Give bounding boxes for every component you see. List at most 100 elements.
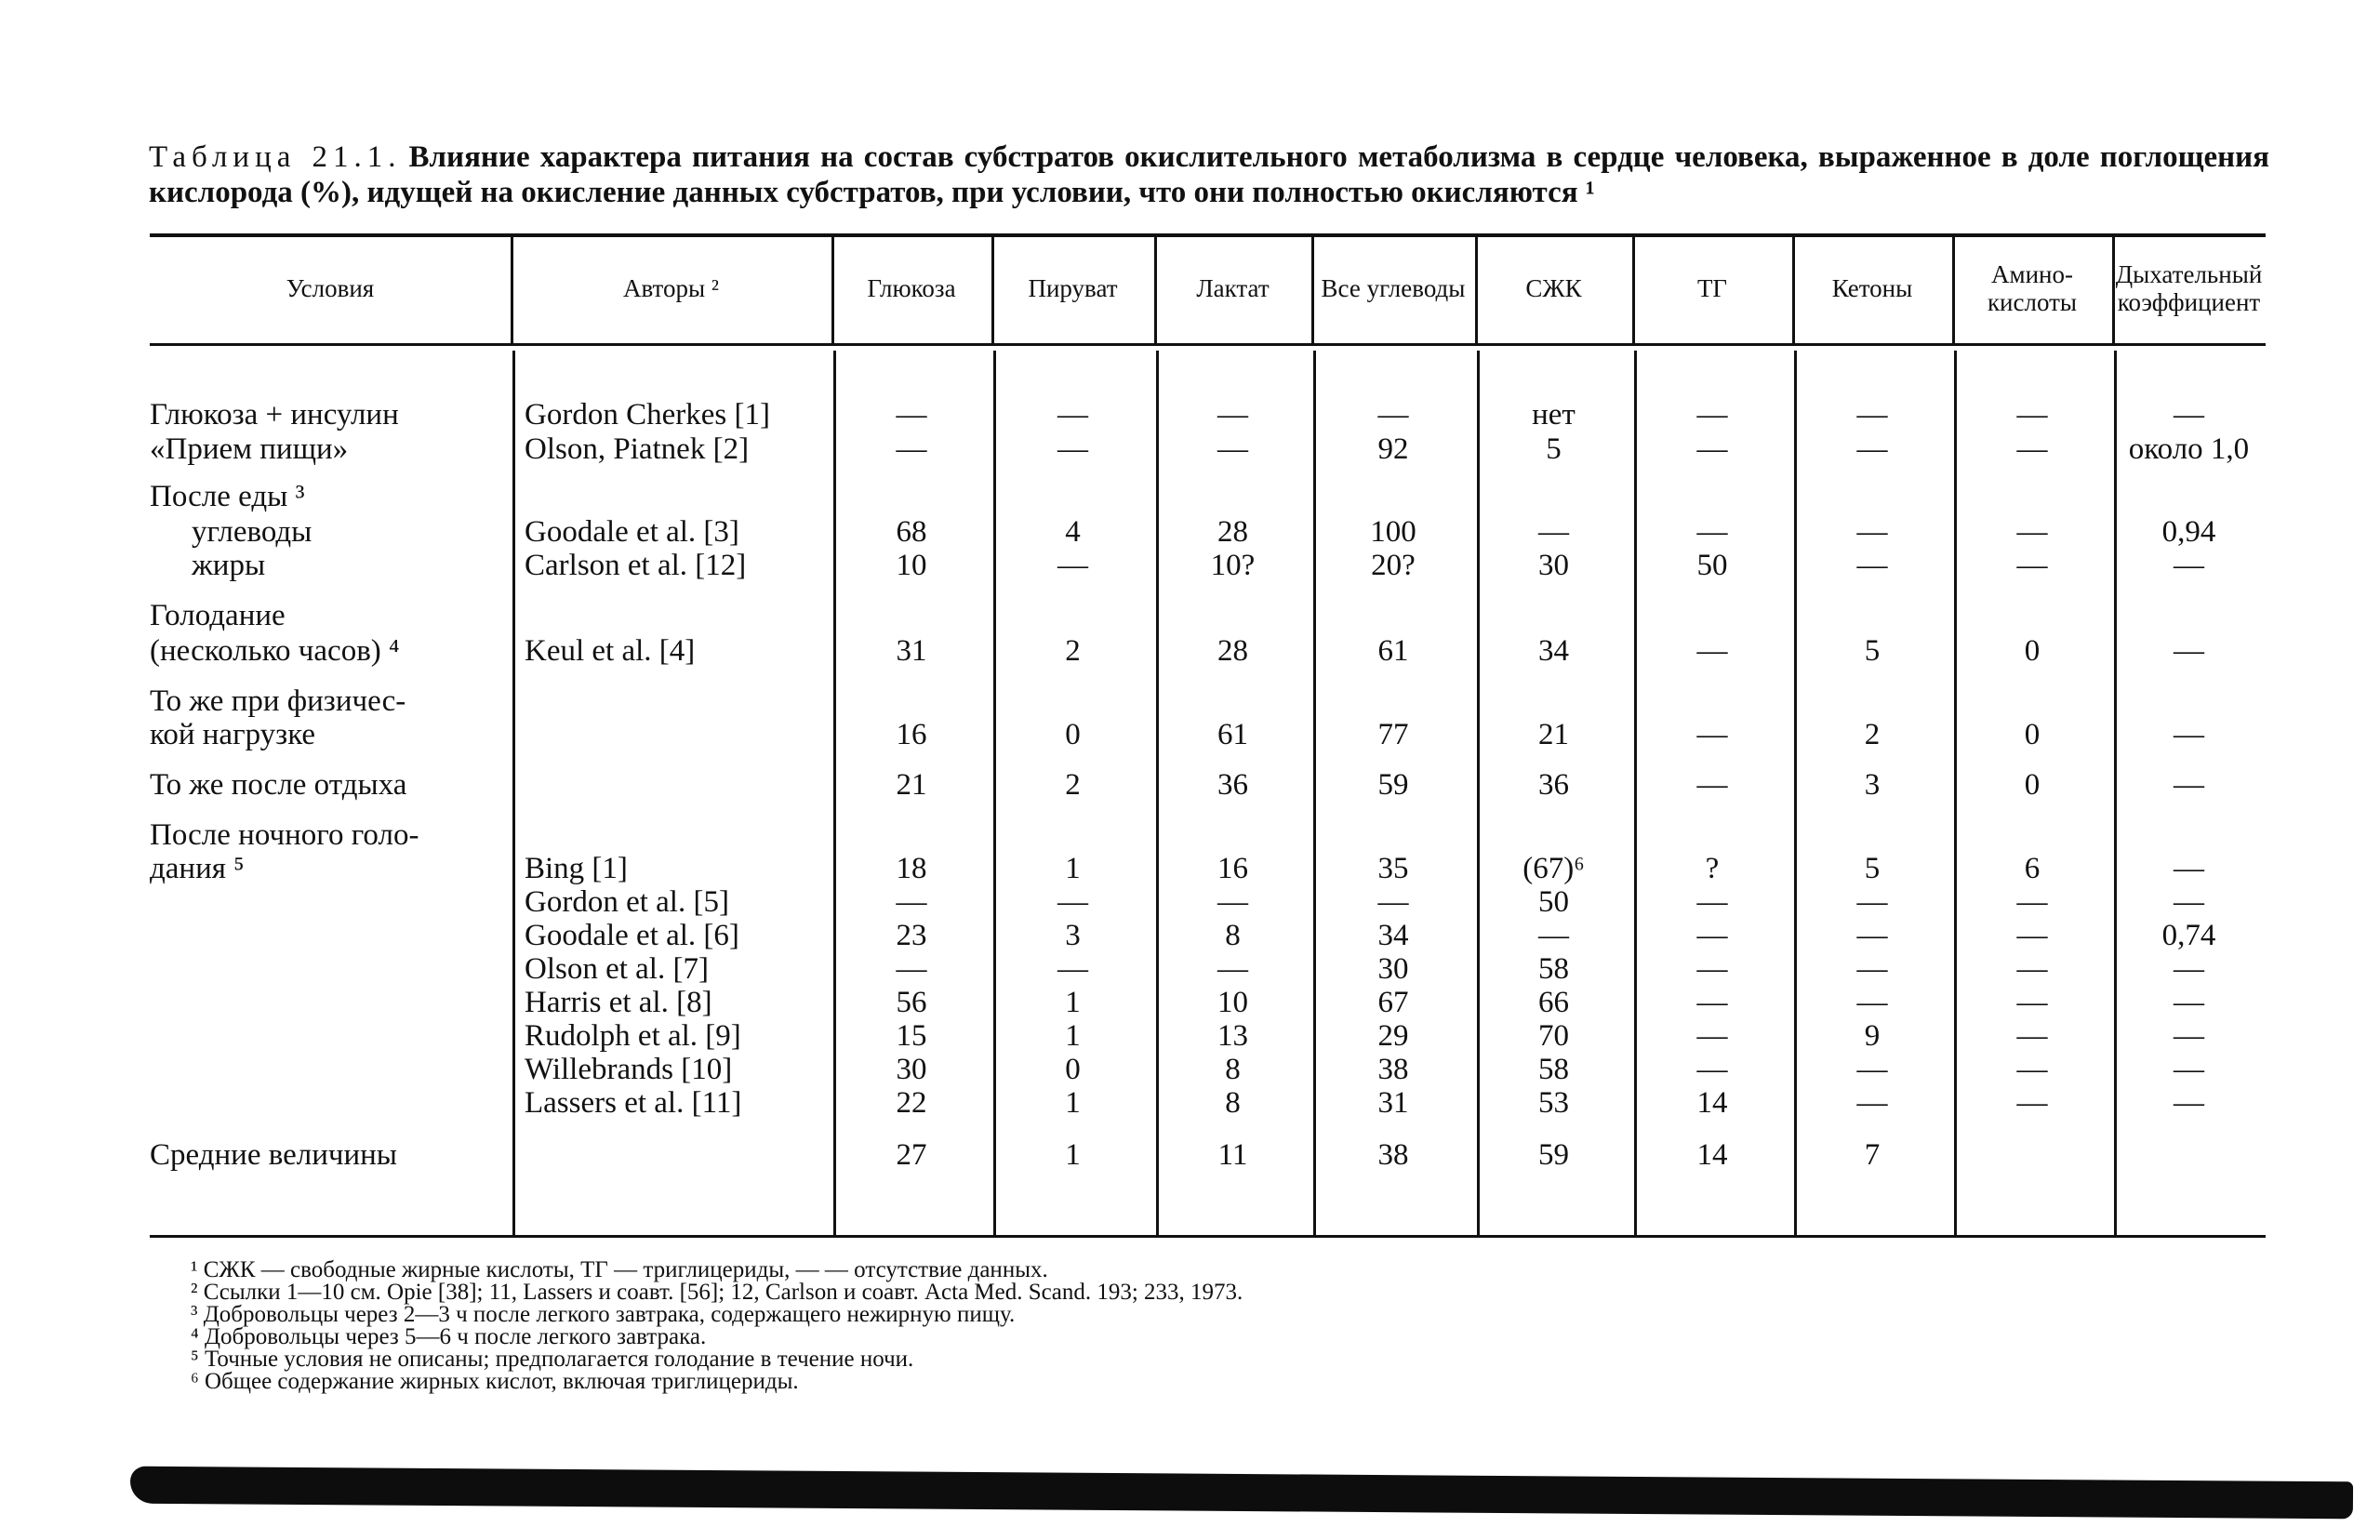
value-cell: 58: [1538, 1053, 1569, 1086]
author: Gordon Cherkes [1]: [525, 398, 770, 431]
value-cell: 61: [1217, 718, 1248, 751]
value-cell: —: [1538, 919, 1569, 952]
value-cell: 16: [1217, 852, 1248, 885]
column-rule: [1792, 233, 1795, 343]
value-cell: —: [1696, 398, 1728, 431]
value-cell: 92: [1377, 432, 1409, 466]
column-header: Условия: [286, 274, 375, 302]
value-cell: —: [1856, 549, 1888, 582]
value-cell: —: [1057, 549, 1088, 582]
value-cell: —: [1856, 885, 1888, 919]
value-cell: нет: [1532, 398, 1576, 431]
value-cell: 5: [1864, 852, 1881, 885]
value-cell: 53: [1538, 1086, 1569, 1120]
value-cell: —: [1217, 432, 1248, 466]
value-cell: —: [1696, 432, 1728, 466]
value-cell: 31: [1377, 1086, 1409, 1120]
value-cell: —: [1856, 398, 1888, 431]
column-rule: [1311, 233, 1314, 343]
value-cell: 5: [1546, 432, 1562, 466]
title: Таблица 21.1. Влияние характера питания н…: [149, 139, 2269, 210]
value-cell: —: [2174, 398, 2204, 431]
value-cell: 0: [2024, 768, 2041, 802]
footnote: ⁴ Добровольцы через 5—6 ч после легкого …: [191, 1324, 707, 1349]
value-cell: 5: [1864, 634, 1881, 668]
value-cell: 8: [1225, 1053, 1241, 1086]
value-cell: 56: [896, 986, 927, 1019]
value-cell: —: [1696, 919, 1728, 952]
value-cell: 0: [1065, 1053, 1081, 1086]
value-cell: —: [2016, 1019, 2048, 1053]
value-cell: 10: [896, 549, 927, 582]
value-cell: 61: [1377, 634, 1409, 668]
value-cell: 0: [2024, 634, 2041, 668]
condition: После ночного голо-: [150, 818, 419, 852]
column-header: Дыхательный коэффициент: [2115, 260, 2263, 316]
value-cell: 36: [1538, 768, 1569, 802]
condition: жиры: [192, 549, 266, 582]
column-header: Кетоны: [1831, 274, 1913, 302]
value-cell: —: [1696, 986, 1728, 1019]
value-cell: 18: [896, 852, 927, 885]
value-cell: 3: [1864, 768, 1881, 802]
value-cell: —: [1217, 952, 1248, 986]
value-cell: 1: [1065, 1086, 1081, 1120]
value-cell: (67)⁶: [1522, 852, 1585, 885]
value-cell: 0: [1065, 718, 1081, 751]
value-cell: —: [1696, 515, 1728, 549]
value-cell: —: [1856, 1086, 1888, 1120]
value-cell: —: [2016, 885, 2048, 919]
condition: кой нагрузке: [150, 718, 316, 751]
column-header: Глюкоза: [867, 274, 956, 302]
author: Keul et al. [4]: [525, 634, 696, 668]
value-cell: —: [1696, 634, 1728, 668]
value-cell: —: [1057, 398, 1088, 431]
value-cell: —: [1057, 432, 1088, 466]
column-header: Пируват: [1028, 274, 1118, 302]
value-cell: —: [1856, 515, 1888, 549]
value-cell: 58: [1538, 952, 1569, 986]
value-cell: 0: [2024, 718, 2041, 751]
footnote: ³ Добровольцы через 2—3 ч после легкого …: [191, 1302, 1016, 1327]
value-cell: —: [2016, 1053, 2048, 1086]
value-cell: 2: [1864, 718, 1881, 751]
value-cell: 59: [1377, 768, 1409, 802]
value-cell: —: [2016, 952, 2048, 986]
value-cell: —: [2016, 1086, 2048, 1120]
column-header: СЖК: [1525, 274, 1582, 302]
value-cell: 2: [1065, 634, 1081, 668]
value-cell: 0,74: [2161, 919, 2216, 952]
value-cell: 38: [1377, 1138, 1409, 1172]
value-cell: 6: [2024, 852, 2041, 885]
rule: [150, 233, 2266, 237]
value-cell: —: [1856, 986, 1888, 1019]
author: Harris et al. [8]: [525, 986, 712, 1019]
value-cell: —: [1538, 515, 1569, 549]
value-cell: —: [2174, 986, 2204, 1019]
footnote: ⁶ Общее содержание жирных кислот, включа…: [191, 1369, 799, 1394]
condition: Голодание: [150, 599, 286, 632]
column-rule: [1475, 233, 1478, 343]
value-cell: —: [2174, 852, 2204, 885]
author: Bing [1]: [525, 852, 628, 885]
value-cell: 22: [896, 1086, 927, 1120]
column-rule: [2112, 233, 2115, 343]
value-cell: —: [1856, 919, 1888, 952]
author: Gordon et al. [5]: [525, 885, 729, 919]
value-cell: 8: [1225, 1086, 1241, 1120]
value-cell: 67: [1377, 986, 1409, 1019]
column-rule: [1794, 351, 1797, 1235]
author: Carlson et al. [12]: [525, 549, 747, 582]
condition: дания ⁵: [150, 852, 245, 885]
value-cell: 28: [1217, 634, 1248, 668]
value-cell: —: [2174, 634, 2204, 668]
value-cell: 30: [1377, 952, 1409, 986]
value-cell: 1: [1065, 1138, 1081, 1172]
column-rule: [833, 351, 836, 1235]
value-cell: —: [2174, 549, 2204, 582]
value-cell: 34: [1538, 634, 1569, 668]
value-cell: —: [896, 398, 927, 431]
rule: [150, 1235, 2266, 1238]
value-cell: 20?: [1371, 549, 1416, 582]
